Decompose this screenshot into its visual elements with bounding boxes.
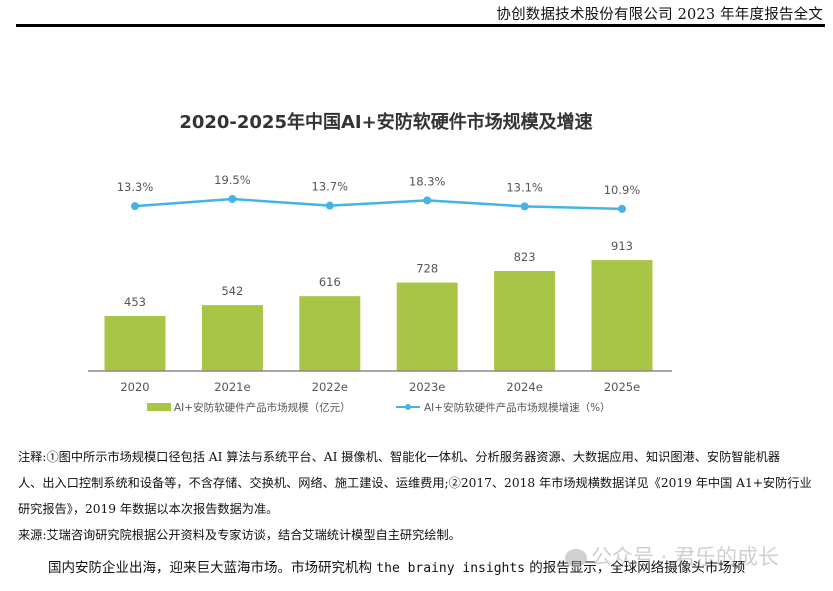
growth-point-2025e <box>618 204 626 213</box>
chart-title: 2020-2025年中国AI+安防软硬件市场规模及增速 <box>179 111 592 133</box>
bar-2021e <box>201 305 263 371</box>
bar-2025e <box>591 260 653 371</box>
bar-2022e <box>299 296 361 371</box>
growth-value-label: 13.3% <box>117 180 154 194</box>
chart-legend: AI+安防软硬件产品市场规模（亿元） AI+安防软硬件产品市场规模增速（%） <box>147 401 611 414</box>
bar-value-label: 823 <box>514 250 536 264</box>
legend-bar-swatch <box>147 403 171 411</box>
x-tick-label: 2024e <box>506 380 542 394</box>
note-line-3: 研究报告》，2019 年数据以本次报告数据为准。 <box>18 502 279 516</box>
legend-line-label: AI+安防软硬件产品市场规模增速（%） <box>424 401 611 414</box>
body-text-start: 国内安防企业出海，迎来巨大蓝海市场。市场研究机构 <box>48 560 377 576</box>
x-tick-label: 2021e <box>214 380 250 394</box>
growth-point-2021e <box>228 195 237 203</box>
x-tick-label: 2025e <box>604 380 640 394</box>
chart-notes: 注释:①图中所示市场规模口径包括 AI 算法与系统平台、AI 摄像机、智能化一体… <box>18 444 818 548</box>
x-tick-label: 2023e <box>409 380 445 394</box>
legend-bar-label: AI+安防软硬件产品市场规模（亿元） <box>174 401 351 414</box>
bar-value-label: 453 <box>124 295 146 309</box>
note-line-1: 注释:①图中所示市场规模口径包括 AI 算法与系统平台、AI 摄像机、智能化一体… <box>18 450 781 464</box>
header-divider <box>16 24 825 27</box>
legend-line-marker <box>405 404 411 410</box>
bar-value-label: 728 <box>416 262 438 276</box>
growth-point-2020 <box>131 202 139 211</box>
note-line-2: 人、出入口控制系统和设备等，不含存储、交换机、网络、施工建设、运维费用;②201… <box>18 476 812 490</box>
bar-2024e <box>494 271 556 371</box>
growth-point-2023e <box>423 196 432 205</box>
bar-value-label: 616 <box>319 275 341 289</box>
body-paragraph: 国内安防企业出海，迎来巨大蓝海市场。市场研究机构 the brainy insi… <box>48 556 828 576</box>
source-note: 来源:艾瑞咨询研究院根据公开资料及专家访谈，结合艾瑞统计模型自主研究绘制。 <box>18 528 461 542</box>
document-header-title: 协创数据技术股份有限公司 2023 年年度报告全文 <box>496 7 823 23</box>
growth-value-label: 18.3% <box>409 174 446 188</box>
growth-point-2024e <box>520 202 529 211</box>
body-text-latin: the brainy insights <box>376 561 526 576</box>
bar-2023e <box>396 282 458 371</box>
growth-rate-line <box>134 197 623 211</box>
growth-value-label: 13.1% <box>506 180 543 194</box>
bar-2020 <box>104 315 166 371</box>
growth-point-2022e <box>325 201 334 210</box>
chart-container: 2020-2025年中国AI+安防软硬件市场规模及增速 453 542 616 728… <box>88 111 672 414</box>
growth-value-label: 19.5% <box>214 173 251 187</box>
x-tick-label: 2022e <box>312 380 348 394</box>
market-size-chart: 2020-2025年中国AI+安防软硬件市场规模及增速 453 542 616 728… <box>88 111 672 414</box>
bar-value-label: 542 <box>221 284 243 298</box>
body-text-end: 的报告显示，全球网络摄像头市场预 <box>525 560 746 576</box>
growth-value-label: 10.9% <box>604 183 641 197</box>
bar-value-label: 913 <box>611 239 633 253</box>
x-tick-label: 2020 <box>120 380 149 394</box>
growth-value-label: 13.7% <box>312 180 349 194</box>
